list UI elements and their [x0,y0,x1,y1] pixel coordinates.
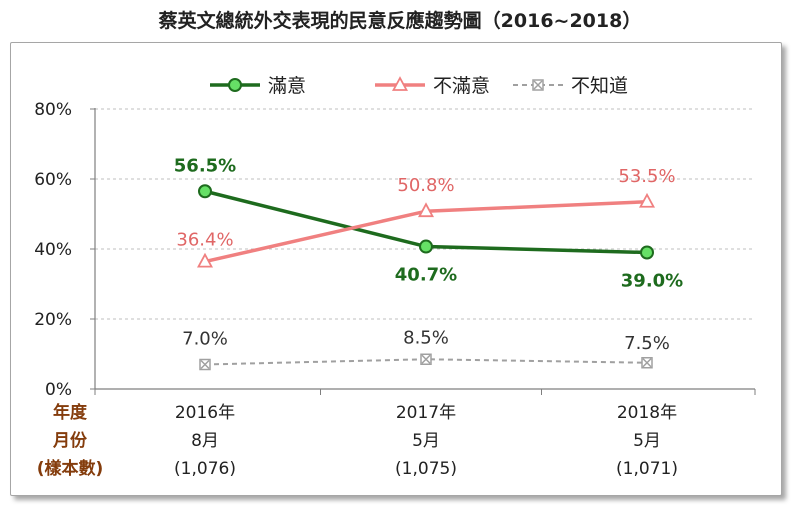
data-label-不滿意-2018年: 53.5% [618,166,675,187]
point-不滿意-2017年 [417,202,435,218]
chart-frame [10,42,782,496]
series-不知道: 7.0% 8.5% 7.5% [182,327,670,371]
y-tick-label-40: 40% [34,240,72,260]
point-不知道-2018年 [641,357,653,369]
x-sample-label-1: (1,075) [395,459,457,479]
point-滿意-2018年 [640,245,654,260]
series-滿意: 56.5% 40.7% 39.0% [174,155,683,291]
point-滿意-2017年 [419,239,433,254]
data-label-不知道-2018年: 7.5% [624,333,670,354]
legend-label-不知道: 不知道 [571,75,628,97]
x-month-label-2: 5月 [633,431,661,451]
series-不滿意: 36.4% 50.8% 53.5% [176,166,676,268]
row-label-sample: (樣本數) [37,458,104,479]
legend-marker-不滿意 [391,76,409,91]
y-tick-label-80: 80% [34,100,72,120]
x-month-label-0: 8月 [191,431,219,451]
point-不滿意-2016年 [196,252,214,268]
data-label-滿意-2016年: 56.5% [174,155,236,176]
chart-title: 蔡英文總統外交表現的民意反應趨勢圖（2016~2018） [158,10,642,32]
data-label-不知道-2016年: 7.0% [182,329,228,350]
x-sample-label-2: (1,071) [616,459,678,479]
legend: 滿意 不滿意 不知道 [210,75,628,97]
x-year-label-2: 2018年 [617,403,677,423]
legend-label-不滿意: 不滿意 [433,75,490,97]
data-label-不滿意-2017年: 50.8% [397,175,454,196]
data-label-滿意-2018年: 39.0% [621,271,683,292]
point-不知道-2016年 [199,358,211,371]
legend-marker-不知道 [532,79,544,91]
x-sample-label-0: (1,076) [174,459,236,479]
data-label-滿意-2017年: 40.7% [395,265,457,286]
y-axis-ticks: 0% 20% 40% 60% 80% [34,100,95,400]
series-layer: 56.5%40.7% 39.0%36.4%50.8% 53.5%7.0% 8.5% 7.… [174,155,683,371]
point-不知道-2017年 [420,353,432,365]
data-label-不滿意-2016年: 36.4% [176,230,233,251]
legend-item-不知道: 不知道 [513,75,628,97]
y-tick-label-0: 0% [45,380,72,400]
data-label-不知道-2017年: 8.5% [403,327,449,348]
series-line-不知道 [204,358,648,366]
legend-item-滿意: 滿意 [210,75,306,97]
point-滿意-2016年 [198,184,212,199]
legend-label-滿意: 滿意 [268,75,306,97]
y-tick-label-20: 20% [34,310,72,330]
x-year-label-1: 2017年 [396,403,456,423]
row-label-month: 月份 [52,430,88,451]
legend-marker-滿意 [228,78,242,92]
x-month-label-1: 5月 [412,431,440,451]
x-year-label-0: 2016年 [175,403,235,423]
row-label-year: 年度 [53,402,88,423]
legend-item-不滿意: 不滿意 [375,75,490,97]
y-tick-label-60: 60% [34,170,72,190]
point-不滿意-2018年 [638,192,656,208]
